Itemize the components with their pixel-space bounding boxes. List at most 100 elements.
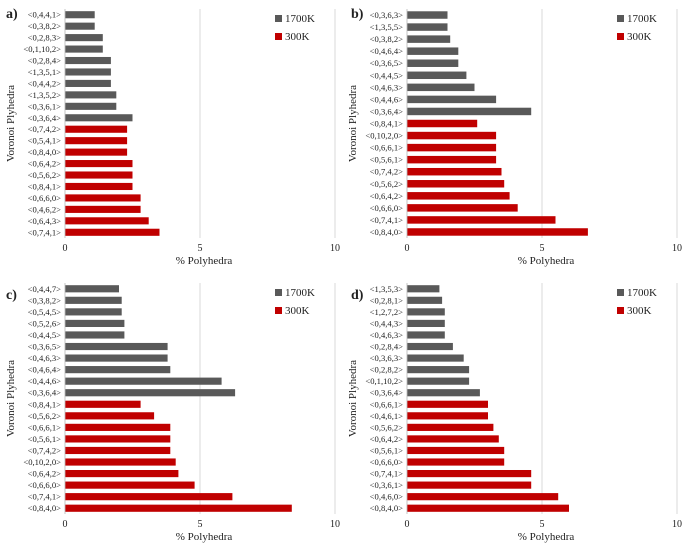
category-label: <0,4,6,1> <box>370 411 403 421</box>
category-label: <0,4,4,1> <box>28 10 61 20</box>
category-label: <0,6,6,0> <box>370 203 403 213</box>
bar-300k <box>65 481 195 489</box>
bar-300k <box>407 446 505 455</box>
category-label: <0,3,6,3> <box>370 353 403 363</box>
bar-300k <box>65 148 128 156</box>
bar-1700k <box>65 354 168 362</box>
bar-300k <box>407 412 488 420</box>
bar-1700k <box>407 11 448 19</box>
bar-300k <box>407 493 559 501</box>
x-tick-label: 10 <box>672 243 682 254</box>
legend-label: 1700K <box>285 287 315 299</box>
category-label: <0,3,6,1> <box>28 101 61 111</box>
legend-swatch-1700k <box>617 289 624 296</box>
category-label: <0,10,2,0> <box>365 131 403 141</box>
bar-300k <box>65 182 133 191</box>
legend-swatch-300k <box>275 33 282 40</box>
category-label: <0,8,4,0> <box>28 147 61 157</box>
category-label: <0,4,4,6> <box>370 94 403 104</box>
bar-300k <box>65 125 128 133</box>
category-label: <0,6,4,2> <box>370 434 403 444</box>
category-label: <0,3,6,4> <box>28 113 61 123</box>
category-label: <0,5,4,5> <box>28 307 61 317</box>
legend-swatch-1700k <box>275 289 282 296</box>
legend-swatch-300k <box>617 307 624 314</box>
x-tick-label: 0 <box>63 519 68 530</box>
panel-label: d) <box>351 288 364 303</box>
bar-1700k <box>65 68 111 76</box>
x-tick-label: 5 <box>540 243 545 254</box>
category-label: <0,8,4,1> <box>28 399 61 409</box>
y-axis-title: Voronoi Plyhedra <box>347 85 359 162</box>
bar-1700k <box>407 107 532 116</box>
bar-300k <box>407 435 499 443</box>
bar-1700k <box>407 377 470 385</box>
x-axis-title: % Polyhedra <box>176 255 233 267</box>
category-label: <1,3,5,2> <box>28 90 61 100</box>
category-label: <0,2,8,1> <box>370 295 403 305</box>
category-label: <0,3,6,3> <box>370 10 403 20</box>
category-label: <0,4,6,2> <box>28 204 61 214</box>
bar-300k <box>407 131 497 140</box>
category-label: <0,5,6,2> <box>370 422 403 432</box>
category-label: <0,5,6,2> <box>370 179 403 189</box>
bar-300k <box>65 400 141 408</box>
bar-1700k <box>407 331 445 339</box>
bar-1700k <box>65 22 95 30</box>
category-label: <0,5,6,1> <box>28 434 61 444</box>
panel-d: 0 5 10 <1,3,5,3><0,2,8,1> <1,2,7,2><0,4,4,3>… <box>347 283 682 543</box>
bar-1700k <box>65 102 117 110</box>
category-label: <0,6,6,0> <box>28 193 61 203</box>
category-label: <0,3,6,4> <box>370 388 403 398</box>
panel-b: 0 5 10 <0,3,6,3> <1,3,5,5> <0,3,8,2> <0,4,6,4>… <box>347 7 682 267</box>
panel-c: 0 5 10 <0,4,4,7><0,3,8,2> <0,5,4,5><0,5,2,6>… <box>5 283 340 543</box>
panel-a: 0 5 10 <0,4,4,1><0,3,8,2> <0,2,8,3><0,1,10,2… <box>5 7 340 267</box>
bar-300k <box>65 205 141 213</box>
legend-label: 1700K <box>285 13 315 25</box>
category-label: <0,8,4,0> <box>28 503 61 513</box>
category-label: <0,4,6,4> <box>370 46 403 56</box>
category-label: <0,7,4,2> <box>370 167 403 177</box>
bar-300k <box>65 412 155 420</box>
category-label: <0,3,6,5> <box>370 58 403 68</box>
bar-1700k <box>407 308 445 316</box>
bar-1700k <box>407 296 443 304</box>
category-label: <0,3,6,1> <box>370 480 403 490</box>
category-label: <0,4,6,3> <box>28 353 61 363</box>
legend-label: 1700K <box>627 13 657 25</box>
x-tick-label: 5 <box>198 243 203 254</box>
bar-1700k <box>65 389 236 397</box>
category-label: <1,3,5,5> <box>370 22 403 32</box>
bar-1700k <box>407 95 497 104</box>
bar-1700k <box>407 47 459 55</box>
bar-300k <box>407 143 497 152</box>
category-label: <0,7,4,1> <box>28 227 61 237</box>
category-label: <0,3,6,4> <box>370 106 403 116</box>
category-label: <0,2,8,3> <box>28 33 61 43</box>
x-axis-title: % Polyhedra <box>518 531 575 543</box>
bar-300k <box>65 446 171 455</box>
panel-label: a) <box>6 7 18 22</box>
bar-300k <box>65 458 176 466</box>
category-label: <0,4,4,5> <box>28 330 61 340</box>
bar-1700k <box>407 389 480 397</box>
bar-1700k <box>65 11 95 19</box>
bar-300k <box>65 194 141 202</box>
category-label: <0,8,4,1> <box>28 181 61 191</box>
category-label: <1,3,5,1> <box>28 67 61 77</box>
bar-1700k <box>407 83 475 92</box>
bar-1700k <box>65 34 103 42</box>
bar-1700k <box>65 296 122 304</box>
bar-300k <box>65 423 171 431</box>
bar-1700k <box>407 342 453 351</box>
bar-1700k <box>65 45 103 53</box>
bar-300k <box>407 192 510 200</box>
category-label: <0,4,4,3> <box>370 318 403 328</box>
bar-1700k <box>407 35 451 43</box>
category-label: <0,6,6,0> <box>370 457 403 467</box>
category-label: <0,5,6,2> <box>28 411 61 421</box>
legend-swatch-300k <box>275 307 282 314</box>
bar-300k <box>65 493 233 501</box>
x-tick-label: 10 <box>330 243 340 254</box>
